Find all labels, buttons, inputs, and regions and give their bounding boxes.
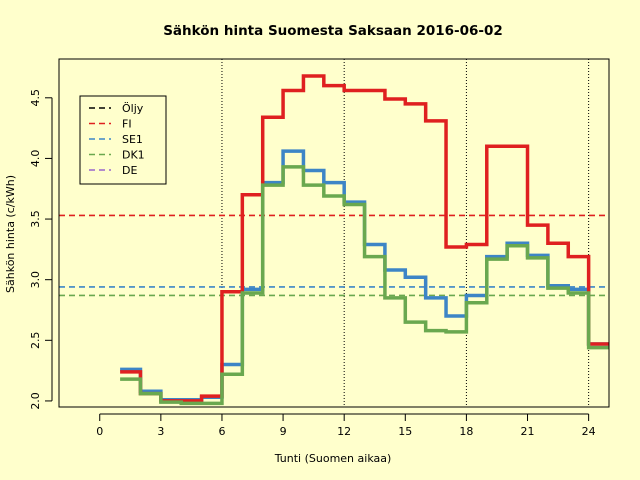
y-tick-label: 3.5 bbox=[29, 210, 42, 228]
y-tick-label: 2.5 bbox=[29, 332, 42, 350]
series-line-fi bbox=[120, 74, 609, 403]
legend-label: FI bbox=[122, 118, 132, 131]
x-tick-label: 6 bbox=[218, 425, 225, 438]
reference-lines bbox=[59, 59, 609, 407]
series-group bbox=[120, 74, 609, 406]
legend: Öljy FI SE1 DK1 DE bbox=[79, 95, 167, 185]
y-tick-label: 4.5 bbox=[29, 89, 42, 107]
chart-title: Sähkön hinta Suomesta Saksaan 2016-06-02 bbox=[163, 23, 503, 39]
y-tick-label: 2.0 bbox=[29, 392, 42, 410]
y-tick-label: 3.0 bbox=[29, 271, 42, 289]
y-axis-title: Sähkön hinta (c/kWh) bbox=[4, 175, 17, 293]
x-tick-label: 15 bbox=[398, 425, 412, 438]
x-tick-label: 12 bbox=[337, 425, 351, 438]
legend-label: Öljy bbox=[122, 102, 144, 115]
x-axis-title: Tunti (Suomen aikaa) bbox=[274, 452, 392, 465]
plot-frame bbox=[58, 58, 610, 408]
legend-label: DK1 bbox=[122, 149, 145, 162]
x-tick-label: 0 bbox=[96, 425, 103, 438]
legend-box bbox=[79, 95, 167, 185]
x-tick-label: 3 bbox=[157, 425, 164, 438]
legend-label: DE bbox=[122, 164, 137, 177]
series-line-dk1 bbox=[120, 165, 609, 406]
axes: 0 3 6 9 12 15 18 21 24 2.0 2.5 3.0 3.5 4.0 4.5 bbox=[29, 89, 596, 438]
x-tick-label: 18 bbox=[459, 425, 473, 438]
x-tick-label: 24 bbox=[582, 425, 596, 438]
series-line-se1 bbox=[120, 149, 609, 402]
x-tick-label: 9 bbox=[280, 425, 287, 438]
y-tick-label: 4.0 bbox=[29, 150, 42, 168]
x-tick-label: 21 bbox=[521, 425, 535, 438]
legend-label: SE1 bbox=[122, 133, 143, 146]
